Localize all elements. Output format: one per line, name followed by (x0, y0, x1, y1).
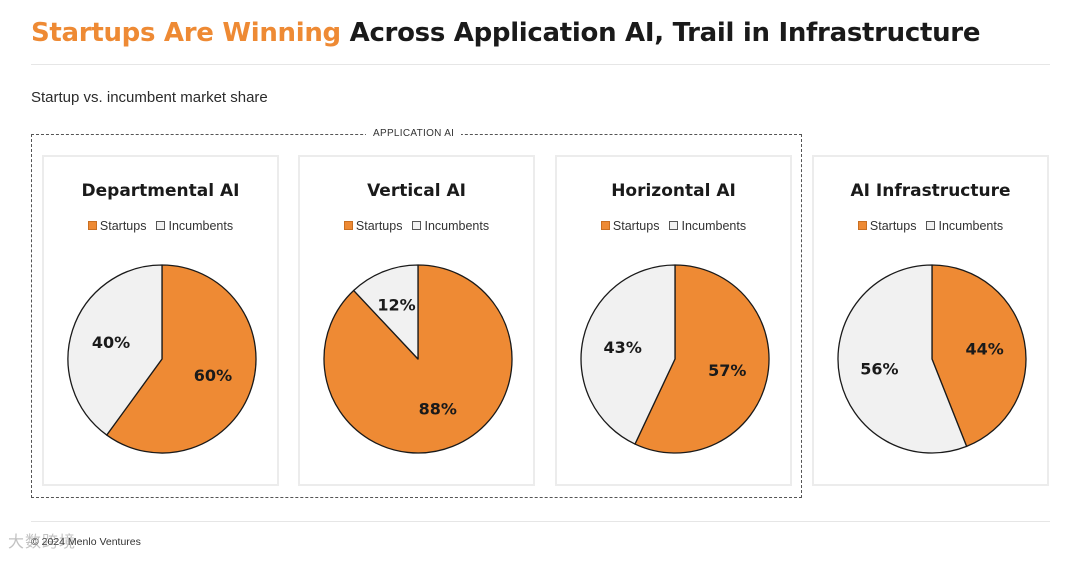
legend-swatch-startups (87, 221, 97, 230)
page-title: Startups Are Winning Across Application … (31, 18, 980, 48)
pie-data-label: 60% (194, 366, 232, 385)
pie-slice-startups (634, 264, 770, 454)
application-ai-group-label: APPLICATION AI (366, 128, 462, 139)
chart-title: Horizontal AI (611, 181, 736, 201)
pie-slice-incumbents (353, 264, 419, 360)
pie-slice-startups (106, 264, 257, 454)
chart-card-horizontal-ai: Horizontal AI Startups Incumbents 57% 43% (555, 155, 792, 486)
legend-item-incumbents: Incumbents (926, 219, 1003, 233)
legend-swatch-incumbents (926, 221, 936, 230)
chart-card-vertical-ai: Vertical AI Startups Incumbents 88% 12% (298, 155, 535, 486)
chart-card-ai-infrastructure: AI Infrastructure Startups Incumbents 44%… (812, 155, 1049, 486)
pie-chart: 88% 12% (323, 264, 513, 454)
legend-item-incumbents: Incumbents (156, 219, 233, 233)
legend-swatch-incumbents (412, 221, 422, 230)
pie-data-label: 44% (965, 339, 1003, 358)
pie-slice-incumbents (67, 264, 163, 436)
pie-slice-incumbents (580, 264, 676, 445)
legend-swatch-incumbents (669, 221, 679, 230)
chart-title: Vertical AI (367, 181, 466, 201)
legend-swatch-startups (343, 221, 353, 230)
legend-label: Startups (869, 219, 917, 233)
legend-item-incumbents: Incumbents (669, 219, 746, 233)
chart-legend: Startups Incumbents (814, 219, 1047, 233)
pie-data-label: 43% (604, 338, 642, 357)
chart-title: Departmental AI (81, 181, 240, 201)
legend-swatch-startups (600, 221, 610, 230)
chart-title: AI Infrastructure (850, 181, 1011, 201)
pie-data-label: 56% (860, 360, 898, 379)
legend-item-startups: Startups (857, 219, 917, 233)
watermark-logo: 大数跨境 (8, 532, 77, 551)
pie-slice-startups (931, 264, 1027, 448)
pie-data-label: 12% (377, 295, 415, 314)
page-title-accent: Startups Are Winning (31, 18, 341, 48)
legend-label: Incumbents (681, 219, 747, 233)
footer-divider (31, 521, 1050, 522)
copyright-text: © 2024 Menlo Ventures (31, 536, 141, 548)
pie-data-label: 40% (92, 333, 130, 352)
pie-data-label: 57% (708, 361, 746, 380)
pie-chart: 60% 40% (67, 264, 257, 454)
legend-item-incumbents: Incumbents (412, 219, 489, 233)
page-title-rest: Across Application AI, Trail in Infrastr… (340, 18, 981, 48)
header-divider (31, 64, 1050, 65)
legend-label: Startups (612, 219, 660, 233)
pie-chart: 44% 56% (837, 264, 1027, 454)
legend-label: Startups (355, 219, 403, 233)
legend-swatch-incumbents (156, 221, 166, 230)
pie-slice-incumbents (837, 264, 968, 454)
legend-label: Incumbents (938, 219, 1004, 233)
pie-data-label: 88% (419, 399, 457, 418)
legend-item-startups: Startups (87, 219, 147, 233)
legend-item-startups: Startups (343, 219, 403, 233)
legend-label: Incumbents (424, 219, 490, 233)
chart-legend: Startups Incumbents (300, 219, 533, 233)
legend-label: Incumbents (168, 219, 234, 233)
legend-swatch-startups (857, 221, 867, 230)
chart-legend: Startups Incumbents (44, 219, 277, 233)
legend-label: Startups (99, 219, 147, 233)
chart-legend: Startups Incumbents (557, 219, 790, 233)
chart-subtitle: Startup vs. incumbent market share (31, 89, 268, 106)
legend-item-startups: Startups (600, 219, 660, 233)
chart-card-departmental-ai: Departmental AI Startups Incumbents 60% 40… (42, 155, 279, 486)
pie-chart: 57% 43% (580, 264, 770, 454)
